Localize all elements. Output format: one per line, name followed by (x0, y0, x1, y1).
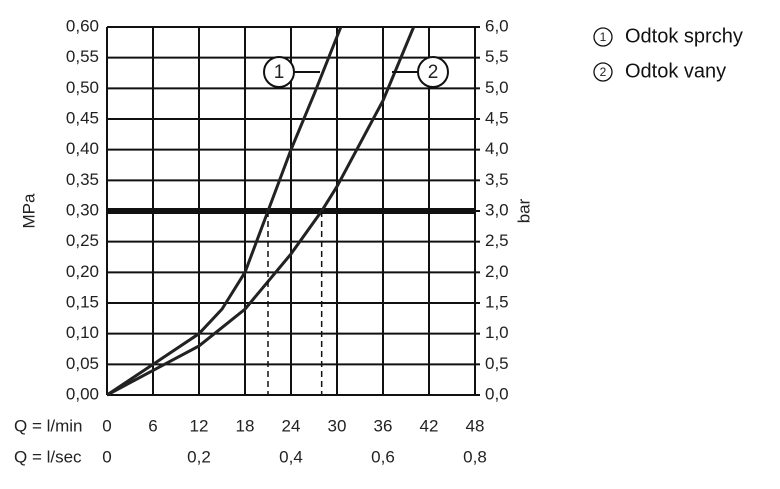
x-tick-label: 36 (374, 416, 393, 435)
y2-tick-label: 0,5 (485, 354, 509, 373)
y2-tick-label: 5,5 (485, 47, 509, 66)
x-tick-label: 6 (148, 416, 157, 435)
y2-tick-label: 3,0 (485, 200, 509, 219)
y2-tick-label: 1,0 (485, 323, 509, 342)
x2-tick-label: 0 (102, 447, 111, 466)
x2-tick-label: 0,6 (371, 447, 395, 466)
x2-axis-label: Q = l/sec (14, 447, 82, 466)
x2-tick-label: 0,4 (279, 447, 303, 466)
y2-tick-label: 4,0 (485, 139, 509, 158)
x-tick-label: 0 (102, 416, 111, 435)
data-line (106, 26, 416, 397)
x-tick-label: 24 (282, 416, 301, 435)
legend-marker: 1 (600, 30, 607, 44)
y-tick-label: 0,40 (66, 139, 99, 158)
y2-tick-label: 4,5 (485, 108, 509, 127)
y2-tick-label: 1,5 (485, 292, 509, 311)
y-tick-label: 0,00 (66, 384, 99, 403)
legend-marker: 2 (600, 65, 607, 79)
y-tick-label: 0,60 (66, 16, 99, 35)
curve-label-circle (417, 56, 449, 88)
y-tick-label: 0,55 (66, 47, 99, 66)
y2-tick-label: 3,5 (485, 170, 509, 189)
x-axis-label: Q = l/min (14, 416, 83, 435)
y-tick-label: 0,35 (66, 170, 99, 189)
y2-tick-label: 0,0 (485, 384, 509, 403)
y2-tick-label: 5,0 (485, 78, 509, 97)
y-tick-label: 0,15 (66, 292, 99, 311)
x-tick-label: 42 (420, 416, 439, 435)
y2-tick-label: 2,0 (485, 262, 509, 281)
y-tick-label: 0,30 (66, 200, 99, 219)
y-tick-label: 0,20 (66, 262, 99, 281)
y2-tick-label: 6,0 (485, 16, 509, 35)
curve-label-circle (263, 56, 295, 88)
y-tick-label: 0,25 (66, 231, 99, 250)
legend-label: Odtok sprchy (625, 25, 743, 47)
legend-marker-circle (593, 62, 613, 82)
y-tick-label: 0,05 (66, 354, 99, 373)
x-tick-label: 30 (328, 416, 347, 435)
x-tick-label: 48 (466, 416, 485, 435)
x2-tick-label: 0,2 (187, 447, 211, 466)
y-tick-label: 0,45 (66, 108, 99, 127)
curve-label: 1 (274, 62, 285, 83)
legend-label: Odtok vany (625, 60, 726, 82)
x2-tick-label: 0,8 (463, 447, 487, 466)
y-axis-label: MPa (19, 193, 38, 229)
data-line (106, 26, 343, 397)
x-tick-label: 18 (236, 416, 255, 435)
y-tick-label: 0,50 (66, 78, 99, 97)
x-tick-label: 12 (190, 416, 209, 435)
y2-tick-label: 2,5 (485, 231, 509, 250)
legend-marker-circle (593, 27, 613, 47)
y-tick-label: 0,10 (66, 323, 99, 342)
curve-label: 2 (428, 62, 439, 83)
y2-axis-label: bar (514, 198, 533, 223)
